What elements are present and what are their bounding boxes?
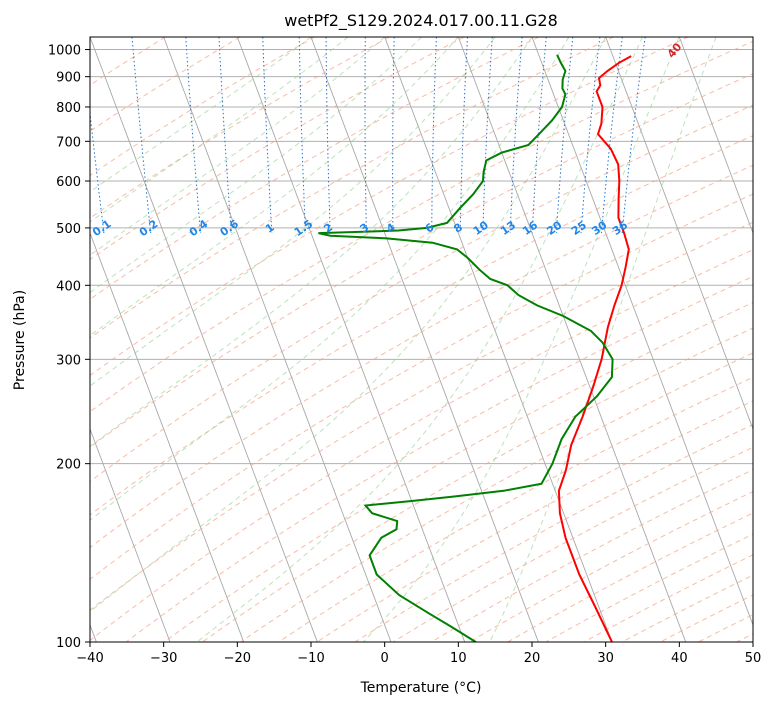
moist-adiabat-line <box>90 37 607 613</box>
mixing-ratio-line <box>431 37 437 234</box>
x-tick-label: −20 <box>224 651 251 666</box>
moist-adiabat-line <box>196 37 643 642</box>
isotherm-line <box>605 37 753 431</box>
y-tick-label: 1000 <box>48 44 81 59</box>
y-tick-label: 700 <box>56 135 81 150</box>
chart-title: wetPf2_S129.2024.017.00.11.G28 <box>284 11 558 31</box>
x-tick-label: 40 <box>671 651 688 666</box>
y-tick-label: 600 <box>56 175 81 190</box>
isotherm-line <box>531 37 753 627</box>
y-tick-label: 400 <box>56 279 81 294</box>
mixing-ratio-line <box>218 37 232 234</box>
isotherm-line <box>90 231 245 642</box>
x-tick-label: 20 <box>524 651 541 666</box>
mixing-ratio-line <box>509 37 523 234</box>
dry-adiabat-line <box>90 37 465 261</box>
x-axis-label: Temperature (°C) <box>360 680 482 696</box>
y-tick-label: 800 <box>56 101 81 116</box>
x-tick-label: 0 <box>381 651 389 666</box>
y-tick-label: 100 <box>56 636 81 651</box>
dry-adiabat-line <box>90 164 753 549</box>
moist-adiabat-line <box>90 37 459 337</box>
isotherm-line <box>90 427 171 642</box>
dewpoint-profile-line <box>318 54 614 642</box>
mixing-ratio-line <box>531 37 547 234</box>
moist-adiabat-line <box>489 37 717 642</box>
x-tick-label: −10 <box>297 651 324 666</box>
plot-face <box>90 37 753 642</box>
y-tick-label: 200 <box>56 458 81 473</box>
isotherm-line <box>163 37 392 642</box>
mixing-ratio-line <box>555 37 574 234</box>
dry-adiabat-line <box>90 37 241 132</box>
temperature-profile-line <box>557 55 632 642</box>
moist-adiabat-line <box>90 37 386 256</box>
y-axis-label: Pressure (hPa) <box>12 290 28 390</box>
grid <box>90 37 753 642</box>
x-tick-label: −30 <box>150 651 177 666</box>
moist-adiabat-line <box>362 37 680 642</box>
mixing-ratio-line <box>131 37 152 234</box>
dry-adiabat-line <box>90 249 753 642</box>
isotherm-line <box>678 37 753 235</box>
moist-adiabat-line <box>90 37 570 521</box>
y-tick-label: 300 <box>56 353 81 368</box>
profile-series <box>318 54 632 642</box>
mixing-ratio-line <box>580 37 601 234</box>
thermo-lines <box>90 37 753 642</box>
moist-adiabat-line <box>90 37 533 448</box>
plot-background <box>90 37 753 642</box>
dry-adiabat-line <box>90 73 753 448</box>
dry-adiabat-line <box>90 37 315 177</box>
isotherm-line <box>752 37 753 39</box>
y-tick-label: 500 <box>56 222 81 237</box>
moist-adiabat-line <box>90 37 496 387</box>
mixing-ratio-line <box>482 37 493 234</box>
x-tick-label: 50 <box>745 651 762 666</box>
dry-adiabat-line <box>90 37 614 339</box>
y-tick-label: 900 <box>56 71 81 86</box>
isotherm-line <box>457 37 687 642</box>
x-tick-label: −40 <box>76 651 103 666</box>
axis-ticks: −40 −30 −20 −10 0 10 20 30 40 50 100 200 300 400 500 60… <box>48 44 761 666</box>
moist-adiabat-line <box>90 37 422 294</box>
axes-frame <box>89 36 754 643</box>
plot-frame <box>89 36 754 643</box>
dry-adiabat-line <box>240 352 753 642</box>
dry-adiabat-line <box>90 37 540 300</box>
isotherm-line <box>90 37 318 642</box>
dry-adiabat-line <box>90 193 753 580</box>
mixing-ratio-line <box>185 37 202 234</box>
dry-adiabat-line <box>90 40 753 413</box>
dry-adiabat-line <box>90 135 753 516</box>
mixing-ratio-line <box>459 37 468 234</box>
isotherm-line <box>384 37 613 642</box>
x-tick-label: 10 <box>450 651 467 666</box>
moist-adiabat-line <box>90 37 349 223</box>
isotherm-line <box>310 37 539 642</box>
x-tick-label: 30 <box>597 651 614 666</box>
mixing-ratio-line <box>600 37 623 234</box>
mixing-ratio-line <box>621 37 646 234</box>
isotherm-line <box>236 37 466 642</box>
dry-adiabat-line <box>164 301 753 642</box>
